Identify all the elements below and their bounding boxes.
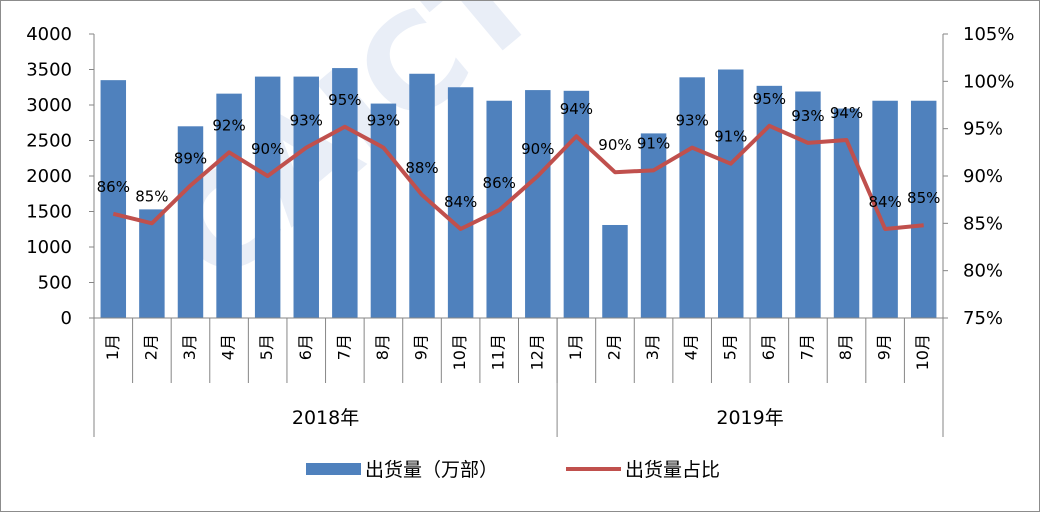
- left-tick-label: 3500: [26, 60, 72, 81]
- bar: [293, 76, 319, 318]
- data-label: 86%: [483, 174, 516, 192]
- year-label: 2018年: [292, 407, 359, 429]
- year-label: 2019年: [716, 407, 783, 429]
- category-label: 2月: [604, 334, 623, 360]
- right-tick-label: 105%: [963, 24, 1014, 45]
- category-label: 1月: [103, 334, 122, 360]
- data-label: 90%: [251, 140, 284, 158]
- category-label: 12月: [527, 334, 546, 370]
- bar: [910, 100, 937, 319]
- data-label: 88%: [405, 159, 438, 177]
- bar: [679, 77, 705, 318]
- bar: [177, 126, 204, 318]
- x-axis: 1月 2月 3月 4月 5月 6月 7月 8月 9月 10月 11月 12月 1月 2月 3月 4月 5月 6月 7…: [93, 317, 944, 437]
- data-label: 93%: [290, 112, 323, 130]
- category-label: 7月: [334, 334, 353, 360]
- bar: [332, 68, 358, 318]
- category-label: 4月: [682, 334, 701, 360]
- category-label: 11月: [489, 334, 508, 370]
- left-tick-label: 1500: [26, 202, 72, 223]
- line-series: 86% 85% 89% 92% 90% 93% 95% 93% 88% 84% 86% 90% 94% 9…: [97, 90, 940, 232]
- data-label: 93%: [791, 107, 824, 125]
- right-tick-label: 100%: [963, 71, 1014, 92]
- data-label: 90%: [521, 140, 554, 158]
- category-label: 2月: [141, 334, 160, 360]
- data-label: 93%: [367, 112, 400, 130]
- legend-bar-label: 出货量（万部）: [365, 459, 498, 481]
- bar: [139, 209, 165, 318]
- category-label: 6月: [759, 334, 778, 360]
- category-label: 8月: [836, 334, 855, 360]
- left-tick-label: 3000: [26, 95, 72, 116]
- category-label: 8月: [373, 334, 392, 360]
- bar: [563, 90, 590, 318]
- bar: [370, 103, 397, 318]
- bar: [254, 76, 281, 318]
- data-label: 85%: [907, 189, 940, 207]
- right-tick-label: 90%: [963, 166, 1003, 187]
- legend: 出货量（万部） 出货量占比: [306, 459, 720, 481]
- category-label: 9月: [875, 334, 894, 360]
- data-label: 92%: [212, 116, 245, 134]
- category-label: 4月: [219, 334, 238, 360]
- left-tick-label: 4000: [26, 24, 72, 45]
- bar: [795, 91, 821, 318]
- legend-line-label: 出货量占比: [625, 459, 720, 481]
- category-label: 1月: [566, 334, 585, 360]
- data-label: 94%: [830, 104, 863, 122]
- bar: [216, 93, 242, 318]
- category-label: 3月: [180, 334, 199, 360]
- right-tick-label: 85%: [963, 213, 1003, 234]
- right-tick-label: 95%: [963, 119, 1003, 140]
- category-label: 10月: [913, 334, 932, 370]
- bar: [447, 87, 474, 318]
- bar: [100, 80, 127, 319]
- right-tick-label: 75%: [963, 308, 1003, 329]
- data-label: 91%: [714, 128, 747, 146]
- legend-bar-swatch: [306, 463, 361, 475]
- data-label: 89%: [174, 149, 207, 167]
- left-tick-label: 500: [38, 273, 72, 294]
- left-tick-label: 0: [61, 308, 72, 329]
- data-label: 93%: [675, 112, 708, 130]
- bar: [718, 69, 744, 318]
- bar: [525, 90, 551, 318]
- category-label: 9月: [412, 334, 431, 360]
- category-label: 10月: [450, 334, 469, 370]
- data-label: 84%: [444, 193, 477, 211]
- category-label: 5月: [257, 334, 276, 360]
- data-label: 90%: [598, 136, 631, 154]
- bar: [640, 133, 667, 318]
- right-tick-label: 80%: [963, 261, 1003, 282]
- left-tick-label: 1000: [26, 237, 72, 258]
- right-axis: 75% 80% 85% 90% 95% 100% 105%: [942, 24, 1014, 329]
- data-label: 85%: [135, 187, 168, 205]
- left-tick-label: 2000: [26, 166, 72, 187]
- left-axis: 0 500 1000 1500 2000 2500 3000 3500 4000: [26, 24, 95, 329]
- bar: [602, 224, 628, 318]
- category-label: 6月: [296, 334, 315, 360]
- category-label: 3月: [643, 334, 662, 360]
- category-label: 5月: [720, 334, 739, 360]
- bar: [756, 85, 783, 318]
- data-label: 91%: [637, 134, 670, 152]
- data-label: 94%: [560, 100, 593, 118]
- share-line: [112, 123, 924, 232]
- category-label: 7月: [797, 334, 816, 360]
- data-label: 84%: [868, 193, 901, 211]
- data-label: 95%: [753, 90, 786, 108]
- bar-series: [100, 68, 937, 319]
- data-label: 86%: [97, 178, 130, 196]
- left-tick-label: 2500: [26, 131, 72, 152]
- data-label: 95%: [328, 91, 361, 109]
